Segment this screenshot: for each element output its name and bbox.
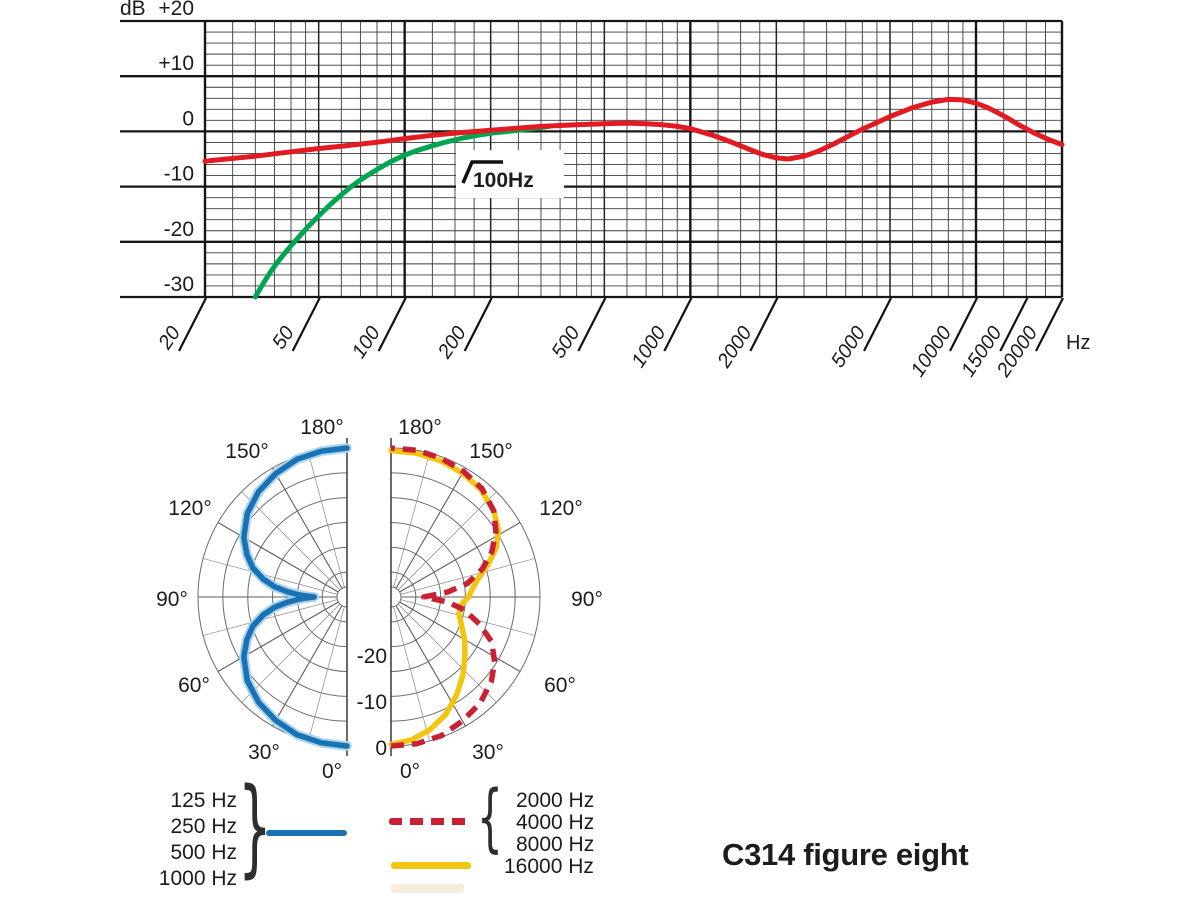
polar-left-angle-label: 0° bbox=[322, 760, 342, 783]
legend-low-frequencies: 125 Hz 250 Hz 500 Hz 1000 Hz bbox=[140, 788, 237, 892]
x-tick-slash bbox=[178, 297, 207, 352]
polar-right-angle-label: 90° bbox=[571, 588, 603, 611]
x-tick-slash bbox=[749, 297, 779, 352]
x-tick-slash bbox=[377, 297, 407, 352]
y-axis-unit-label: dB bbox=[120, 0, 146, 20]
x-tick-label: 200 bbox=[433, 322, 470, 363]
x-tick-slash bbox=[663, 297, 693, 352]
legend-item-125hz: 125 Hz bbox=[170, 789, 237, 812]
polar-radial bbox=[397, 603, 497, 703]
polar-right-angle-label: 180° bbox=[398, 416, 441, 439]
x-tick-slash bbox=[291, 297, 321, 352]
polar-radial bbox=[272, 605, 343, 727]
cropped-swatch-artifact bbox=[391, 884, 464, 893]
x-tick-label: 1000 bbox=[627, 322, 670, 371]
y-tick-label: -10 bbox=[164, 163, 194, 186]
filter-badge-box bbox=[456, 150, 564, 198]
legend-red-dashed-swatch bbox=[389, 818, 472, 825]
polar-radial bbox=[217, 601, 339, 672]
polar-radial bbox=[308, 452, 345, 588]
polar-radial bbox=[202, 558, 338, 595]
polar-left-angle-label: 180° bbox=[300, 416, 343, 439]
x-tick-slash bbox=[949, 297, 978, 352]
polar-radial bbox=[395, 605, 466, 727]
polar-right-angle-label: 150° bbox=[469, 440, 512, 463]
legend-item-2000hz: 2000 Hz bbox=[516, 789, 595, 812]
polar-radial bbox=[202, 599, 338, 636]
polar-left-angle-label: 150° bbox=[225, 440, 268, 463]
x-tick-slash bbox=[999, 297, 1029, 352]
polar-radial bbox=[399, 601, 521, 672]
x-tick-label: 100 bbox=[348, 322, 385, 362]
polar-db-ring-label: -20 bbox=[357, 645, 387, 668]
polar-radial bbox=[241, 491, 341, 591]
high-pass-filter-icon bbox=[461, 160, 503, 184]
legend-blue-line-swatch bbox=[266, 830, 347, 836]
polar-radial bbox=[241, 603, 341, 703]
polar-radial bbox=[400, 558, 536, 595]
page-title: C314 figure eight bbox=[722, 837, 969, 872]
y-tick-label: +10 bbox=[158, 52, 194, 75]
y-tick-label: -20 bbox=[164, 218, 194, 241]
polar-radial bbox=[399, 522, 521, 593]
x-tick-label: 5000 bbox=[827, 322, 870, 371]
polar-left-angle-label: 30° bbox=[248, 741, 280, 764]
polar-radial bbox=[397, 491, 497, 591]
curve-frequency-response bbox=[202, 96, 1065, 164]
polar-radial bbox=[400, 599, 536, 636]
polar-radial bbox=[308, 606, 345, 742]
y-tick-label: +20 bbox=[158, 0, 194, 20]
polar-db-ring-label: -10 bbox=[357, 691, 387, 714]
polar-left-angle-label: 90° bbox=[156, 588, 188, 611]
legend-item-1000hz: 1000 Hz bbox=[158, 867, 237, 890]
x-tick-label: 2000 bbox=[713, 322, 757, 372]
legend-item-500hz: 500 Hz bbox=[170, 841, 237, 864]
polar-curve-125-1000-hz bbox=[241, 445, 350, 749]
polar-curve-16000-hz bbox=[388, 447, 502, 748]
legend-brace-left: { bbox=[477, 775, 503, 861]
polar-right-angle-label: 0° bbox=[400, 760, 420, 783]
polar-radial bbox=[217, 522, 339, 593]
legend-yellow-line-swatch bbox=[391, 862, 471, 869]
legend-item-8000hz: 8000 Hz bbox=[516, 833, 595, 856]
polar-left-angle-label: 120° bbox=[168, 497, 211, 520]
polar-curve-2000-8000-hz bbox=[390, 445, 499, 749]
legend-item-4000hz: 4000 Hz bbox=[516, 811, 595, 834]
polar-radial bbox=[272, 467, 343, 589]
x-axis-unit-label: Hz bbox=[1066, 332, 1090, 354]
polar-right-angle-label: 120° bbox=[539, 497, 582, 520]
polar-right-angle-label: 30° bbox=[472, 741, 504, 764]
x-tick-label: 10000 bbox=[907, 322, 956, 380]
legend-item-16000hz: 16000 Hz bbox=[504, 855, 594, 878]
polar-center-hole bbox=[336, 586, 348, 608]
y-tick-label: 0 bbox=[182, 107, 194, 130]
x-tick-slash bbox=[577, 297, 607, 352]
legend-mid-frequencies: 2000 Hz 4000 Hz 8000 Hz bbox=[516, 790, 594, 856]
curve-bass-cut-filter-engaged bbox=[252, 123, 552, 300]
polar-center-hole bbox=[390, 586, 402, 608]
filter-badge-label: 100Hz bbox=[473, 169, 534, 192]
x-tick-slash bbox=[463, 297, 493, 352]
x-tick-label: 500 bbox=[548, 322, 585, 362]
polar-left-angle-label: 60° bbox=[178, 674, 210, 697]
polar-radial bbox=[395, 467, 466, 589]
polar-radial bbox=[393, 606, 430, 742]
x-tick-slash bbox=[1035, 297, 1064, 352]
polar-db-ring-label: 0 bbox=[375, 737, 387, 760]
legend-brace-right: } bbox=[238, 765, 272, 888]
y-tick-label: -30 bbox=[164, 273, 194, 296]
polar-right-angle-label: 60° bbox=[544, 674, 576, 697]
x-tick-slash bbox=[863, 297, 892, 352]
polar-radial bbox=[393, 452, 430, 588]
legend-item-250hz: 250 Hz bbox=[170, 815, 237, 838]
